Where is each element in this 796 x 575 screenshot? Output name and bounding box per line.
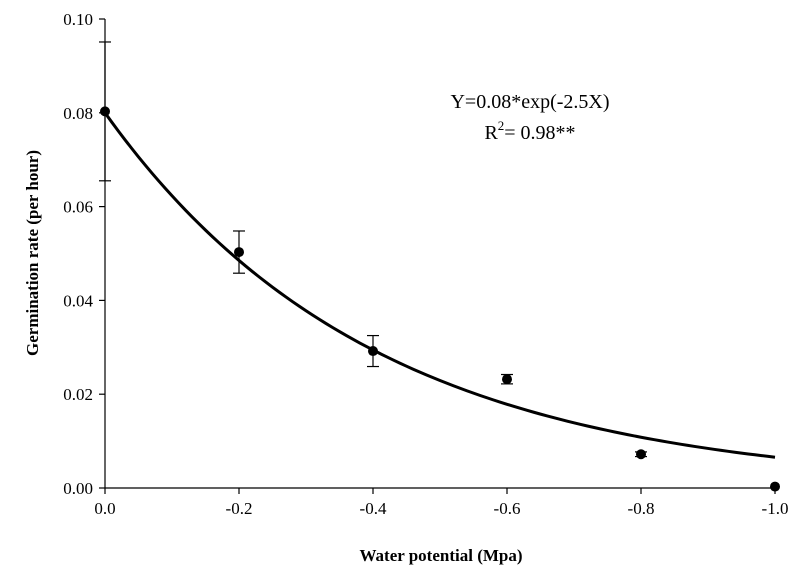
x-tick-label: -0.6 [494,499,521,518]
data-point [636,449,646,460]
r-squared-label: R2= 0.98** [484,118,575,144]
data-point [100,106,110,117]
x-tick-label: -0.8 [628,499,655,518]
y-tick-label: 0.00 [63,479,93,498]
y-axis-ticks: 0.00 0.02 0.04 0.06 0.08 0.10 [63,10,105,498]
y-tick-label: 0.06 [63,198,93,217]
y-tick-label: 0.02 [63,385,93,404]
axes [104,19,775,489]
fit-curve [103,111,776,459]
equation-label: Y=0.08*exp(-2.5X) [450,91,609,113]
x-axis-ticks: 0.0 -0.2 -0.4 -0.6 -0.8 -1.0 [94,488,788,518]
data-point [770,481,780,492]
x-tick-label: 0.0 [94,499,115,518]
x-tick-label: -0.4 [360,499,387,518]
y-tick-label: 0.10 [63,10,93,29]
data-points [100,106,780,492]
y-tick-label: 0.08 [63,104,93,123]
y-tick-label: 0.04 [63,291,93,310]
data-point [502,374,512,385]
x-tick-label: -1.0 [762,499,789,518]
data-point [234,247,244,258]
y-axis-title: Germination rate (per hour) [23,150,42,356]
data-point [368,346,378,357]
x-axis-title: Water potential (Mpa) [359,546,522,565]
x-tick-label: -0.2 [226,499,253,518]
